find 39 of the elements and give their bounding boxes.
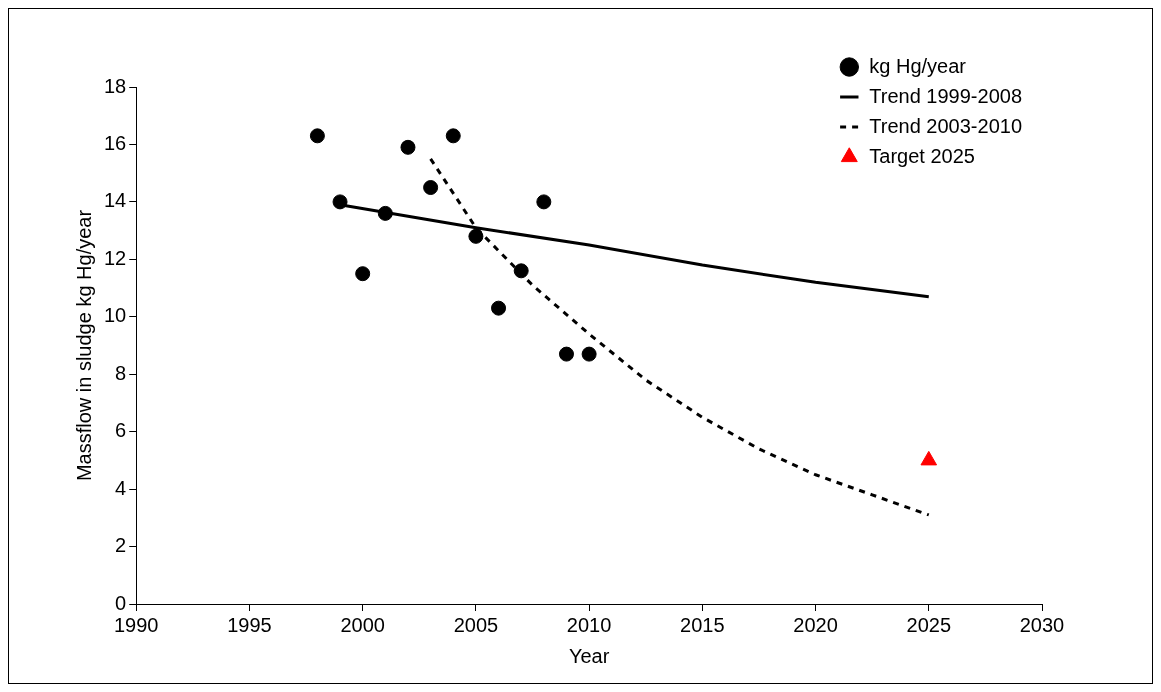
legend-label: Trend 2003-2010 <box>869 114 1023 137</box>
x-tick-label: 2020 <box>793 613 838 636</box>
point <box>400 139 416 155</box>
x-tick-label: 1990 <box>114 613 159 636</box>
y-tick-label: 18 <box>104 74 127 97</box>
point <box>581 346 597 362</box>
y-tick-label: 12 <box>104 246 127 269</box>
point <box>355 266 371 282</box>
x-axis-title: Year <box>568 644 610 667</box>
point <box>445 128 461 144</box>
legend-label: Target 2025 <box>869 144 975 167</box>
point <box>558 346 574 362</box>
y-tick-label: 2 <box>115 534 127 557</box>
y-tick-label: 16 <box>104 131 127 154</box>
x-tick-label: 2015 <box>680 613 725 636</box>
legend-label: Trend 1999-2008 <box>869 84 1023 107</box>
legend-label: kg Hg/year <box>869 54 967 77</box>
y-axis-title: Massflow in sludge kg Hg/year <box>72 209 95 482</box>
x-tick-label: 2010 <box>566 613 612 636</box>
x-tick-label: 2025 <box>906 613 952 636</box>
point <box>491 300 507 316</box>
y-tick-label: 0 <box>115 591 127 614</box>
y-tick-label: 8 <box>115 361 127 384</box>
point <box>920 450 938 466</box>
point <box>468 228 484 244</box>
point <box>377 205 393 221</box>
x-tick-label: 1995 <box>227 613 272 636</box>
y-tick-label: 4 <box>115 476 127 499</box>
x-tick-label: 2000 <box>340 613 385 636</box>
point <box>332 194 348 210</box>
point <box>536 194 552 210</box>
y-tick-label: 10 <box>104 304 127 327</box>
y-tick-label: 14 <box>104 189 127 212</box>
point <box>309 128 325 144</box>
x-tick-label: 2005 <box>453 613 499 636</box>
point <box>513 263 529 279</box>
x-tick-label: 2030 <box>1019 613 1065 636</box>
y-tick-label: 6 <box>115 419 127 442</box>
point <box>423 180 439 196</box>
